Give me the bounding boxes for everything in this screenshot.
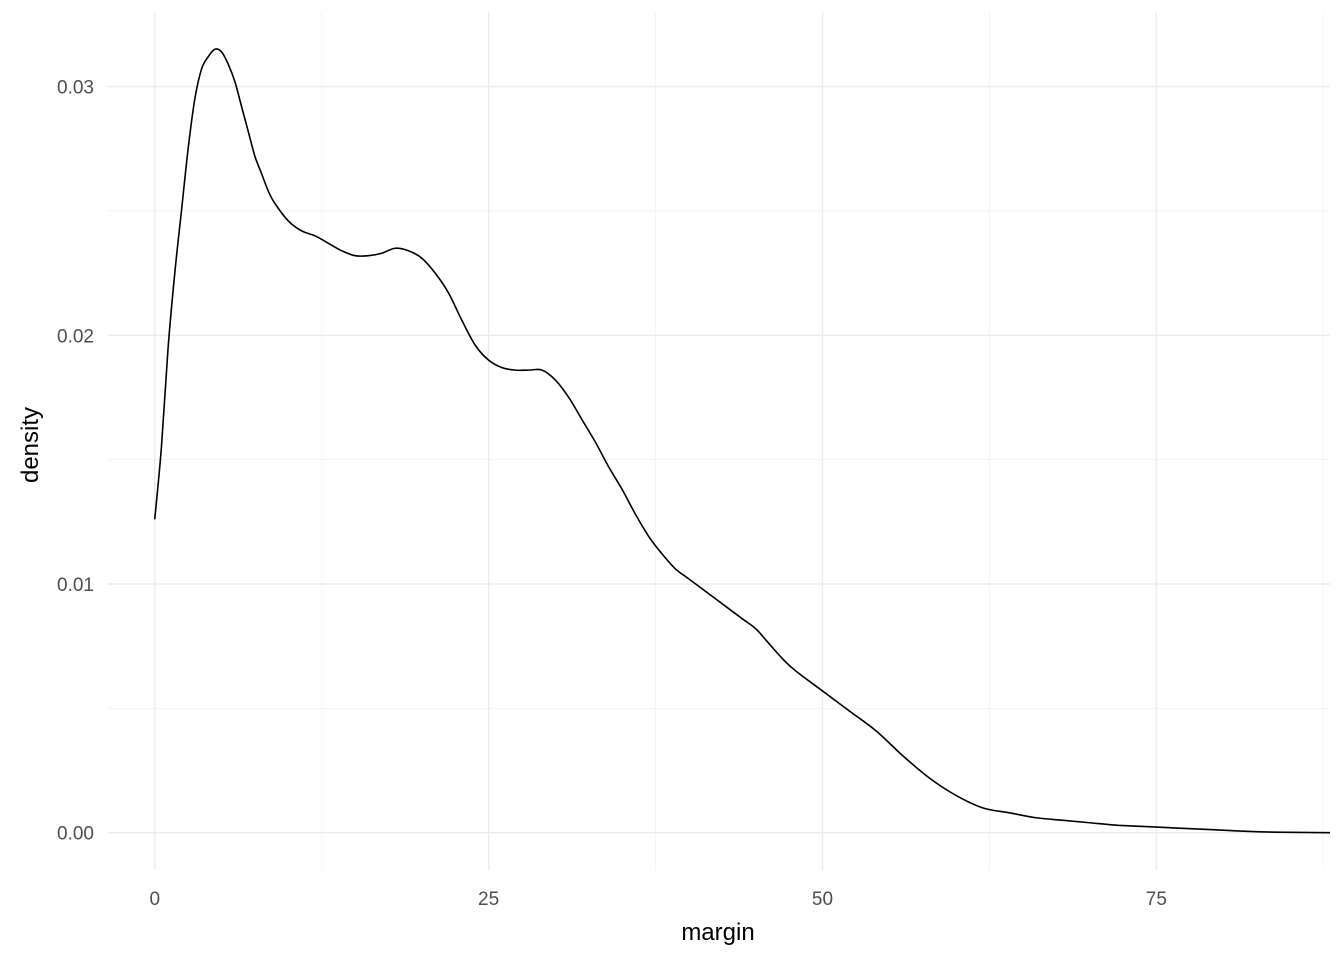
y-tick-label: 0.02 [57,326,94,347]
y-axis-tick-labels: 0.00 0.01 0.02 0.03 [57,78,94,845]
y-tick-label: 0.00 [57,824,94,845]
y-axis-title: density [17,407,44,483]
y-tick-label: 0.01 [57,575,94,596]
minor-gridlines [108,12,1330,870]
x-tick-label: 75 [1146,889,1167,910]
major-gridlines [108,12,1330,870]
y-tick-label: 0.03 [57,78,94,99]
x-tick-label: 0 [149,889,160,910]
x-axis-title: margin [681,919,754,946]
density-curve [153,48,1331,834]
x-axis-tick-labels: 0 25 50 75 [149,889,1166,910]
x-tick-label: 25 [478,889,499,910]
x-tick-label: 50 [812,889,833,910]
